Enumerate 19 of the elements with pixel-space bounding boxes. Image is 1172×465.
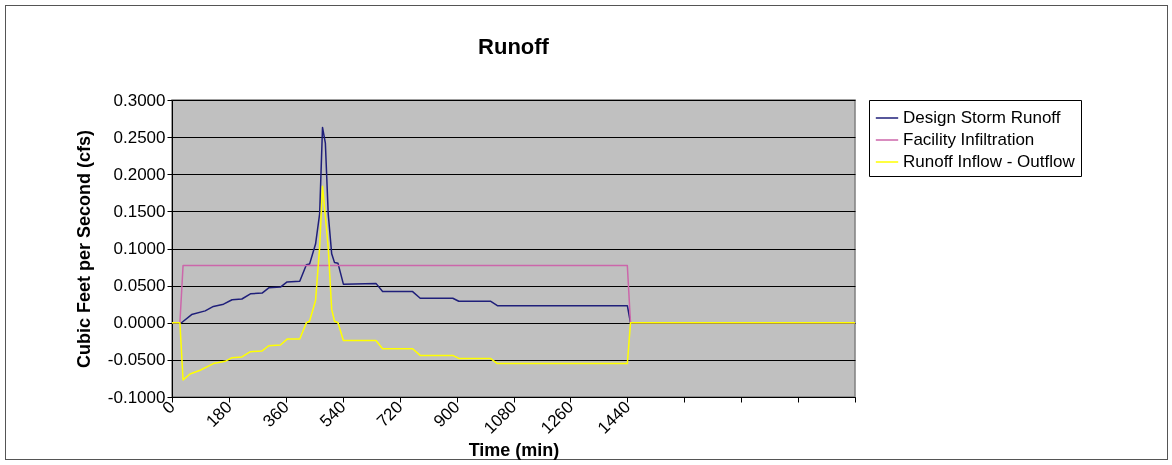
legend-label: Facility Infiltration: [903, 130, 1035, 149]
chart-title: Runoff: [478, 34, 550, 59]
y-tick-label: -0.0500: [107, 350, 166, 370]
x-tick-label: 360: [259, 397, 293, 431]
x-tick-label: 900: [429, 397, 464, 431]
x-tick-label: 540: [316, 397, 350, 431]
x-tick-label: 180: [202, 397, 236, 431]
y-tick-label: 0.1500: [113, 201, 166, 221]
y-tick-label: 0.2500: [113, 127, 166, 147]
y-tick-label: 0.0000: [113, 313, 166, 333]
x-axis-title: Time (min): [468, 439, 560, 460]
legend-label: Design Storm Runoff: [903, 108, 1061, 127]
y-tick-label: 0.2000: [113, 164, 166, 184]
legend-label: Runoff Inflow - Outflow: [903, 152, 1076, 171]
y-axis-title: Cubic Feet per Second (cfs): [73, 129, 94, 369]
y-tick-label: 0.1000: [113, 239, 166, 258]
y-tick-label: 0.3000: [113, 90, 166, 110]
x-tick-label: 720: [373, 397, 407, 431]
y-tick-label: 0.0500: [113, 276, 166, 296]
